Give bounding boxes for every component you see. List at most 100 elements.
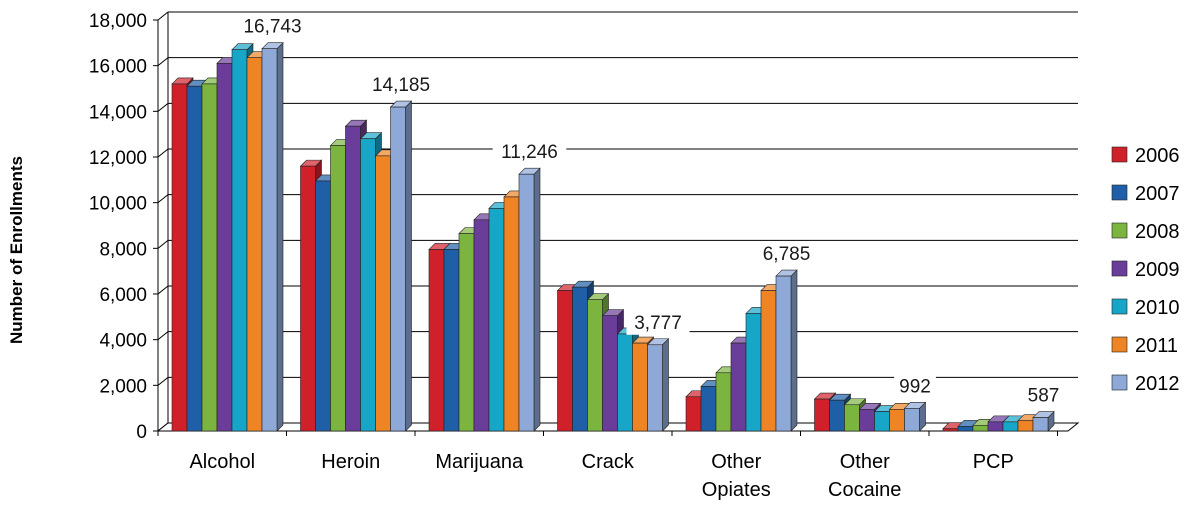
category-label: Other bbox=[840, 451, 890, 473]
bar-front bbox=[972, 424, 989, 432]
data-label-bg bbox=[626, 309, 690, 335]
bar bbox=[903, 401, 927, 432]
data-label: 11,246 bbox=[501, 142, 558, 163]
y-tick-label: 10,000 bbox=[89, 194, 147, 215]
data-label-bg bbox=[492, 139, 567, 165]
bar-front bbox=[345, 125, 361, 432]
bar-front bbox=[518, 173, 535, 432]
category-label: PCP bbox=[973, 451, 1014, 473]
bar-front bbox=[715, 372, 732, 432]
bar-front bbox=[375, 155, 391, 432]
bar-front bbox=[488, 208, 505, 432]
bar-front bbox=[957, 426, 974, 432]
legend-item: 2008 bbox=[1111, 221, 1180, 243]
bar-front bbox=[889, 409, 905, 432]
y-tick-label: 16,000 bbox=[89, 57, 147, 78]
bar bbox=[646, 338, 670, 432]
y-depth-tick bbox=[157, 148, 169, 158]
bar-front bbox=[904, 408, 920, 432]
y-tick-label: 18,000 bbox=[89, 11, 147, 32]
bar-front bbox=[987, 421, 1004, 432]
y-depth-tick bbox=[157, 57, 169, 67]
bar-front bbox=[443, 249, 460, 432]
data-label: 14,185 bbox=[372, 75, 430, 96]
legend-swatch bbox=[1111, 222, 1128, 239]
legend-swatch bbox=[1111, 184, 1128, 201]
legend-label: 2012 bbox=[1135, 373, 1180, 395]
y-tick-label: 6,000 bbox=[99, 285, 147, 306]
legend-item: 2007 bbox=[1111, 183, 1180, 205]
bar-front bbox=[1002, 421, 1019, 432]
bar-front bbox=[745, 313, 762, 432]
category-label: Crack bbox=[582, 451, 635, 473]
bar-front bbox=[814, 398, 830, 432]
y-tick-label: 8,000 bbox=[99, 239, 147, 260]
bar-front bbox=[874, 411, 890, 432]
data-label: 6,785 bbox=[763, 244, 811, 265]
bar-front bbox=[730, 342, 747, 432]
legend-label: 2011 bbox=[1135, 335, 1178, 357]
bar-front bbox=[246, 57, 263, 432]
data-label-bg bbox=[894, 373, 936, 399]
bar-front bbox=[1017, 420, 1034, 432]
bar-front bbox=[330, 145, 346, 432]
legend-swatch bbox=[1111, 336, 1128, 353]
bar-front bbox=[587, 299, 603, 432]
bars bbox=[171, 41, 1055, 432]
bar-front bbox=[428, 249, 445, 432]
bar-front bbox=[390, 106, 406, 432]
legend-label: 2007 bbox=[1135, 183, 1180, 205]
bar-front bbox=[602, 315, 618, 432]
labels: Alcohol Heroin Marijuana Crack Other Opiates O… bbox=[189, 13, 1065, 501]
bar-front bbox=[171, 83, 188, 432]
legend: 2006 2007 2008 2009 2010 2011 2012 bbox=[1111, 145, 1180, 395]
bar-side bbox=[790, 269, 798, 432]
bar-side bbox=[276, 41, 284, 432]
bar-front bbox=[775, 275, 792, 432]
bar-front bbox=[647, 344, 663, 432]
bar bbox=[775, 269, 798, 432]
y-depth-tick bbox=[157, 11, 169, 21]
legend-swatch bbox=[1111, 146, 1128, 163]
legend-swatch bbox=[1111, 374, 1128, 391]
bar-front bbox=[942, 428, 959, 432]
y-tick-label: 2,000 bbox=[99, 376, 147, 397]
data-label: 3,777 bbox=[634, 313, 682, 334]
y-tick-label: 14,000 bbox=[89, 102, 147, 123]
bar-front bbox=[473, 219, 490, 432]
bar-front bbox=[201, 83, 218, 432]
bar-front bbox=[360, 138, 376, 432]
bar-front bbox=[231, 49, 248, 432]
y-depth-tick bbox=[157, 376, 169, 386]
y-depth-tick bbox=[157, 285, 169, 295]
bar-front bbox=[458, 233, 475, 432]
legend-label: 2006 bbox=[1135, 145, 1180, 167]
data-label: 587 bbox=[1028, 386, 1060, 407]
category-label: Marijuana bbox=[435, 451, 524, 473]
y-tick-label: 12,000 bbox=[89, 148, 147, 169]
data-label-bg bbox=[755, 241, 818, 267]
y-tick-label: 4,000 bbox=[99, 331, 147, 352]
bar-front bbox=[859, 409, 875, 432]
bar bbox=[1032, 410, 1055, 432]
legend-item: 2012 bbox=[1111, 373, 1180, 395]
legend-label: 2010 bbox=[1135, 297, 1180, 319]
legend-label: 2008 bbox=[1135, 221, 1180, 243]
bar-front bbox=[216, 63, 233, 432]
y-depth-tick bbox=[157, 102, 169, 112]
bar-front bbox=[844, 404, 860, 432]
bar-front bbox=[557, 290, 573, 432]
bar-side bbox=[405, 100, 412, 432]
bar-front bbox=[300, 165, 316, 432]
bar bbox=[261, 41, 284, 432]
bar-front bbox=[315, 180, 331, 432]
legend-item: 2009 bbox=[1111, 259, 1180, 281]
category-label: Cocaine bbox=[828, 479, 901, 501]
bar-front bbox=[1032, 417, 1049, 432]
y-axis-title: Number of Enrollments bbox=[7, 156, 26, 344]
legend-item: 2006 bbox=[1111, 145, 1180, 167]
y-tick-label: 0 bbox=[136, 422, 147, 443]
bar-side bbox=[662, 338, 669, 432]
y-depth-tick bbox=[157, 194, 169, 204]
